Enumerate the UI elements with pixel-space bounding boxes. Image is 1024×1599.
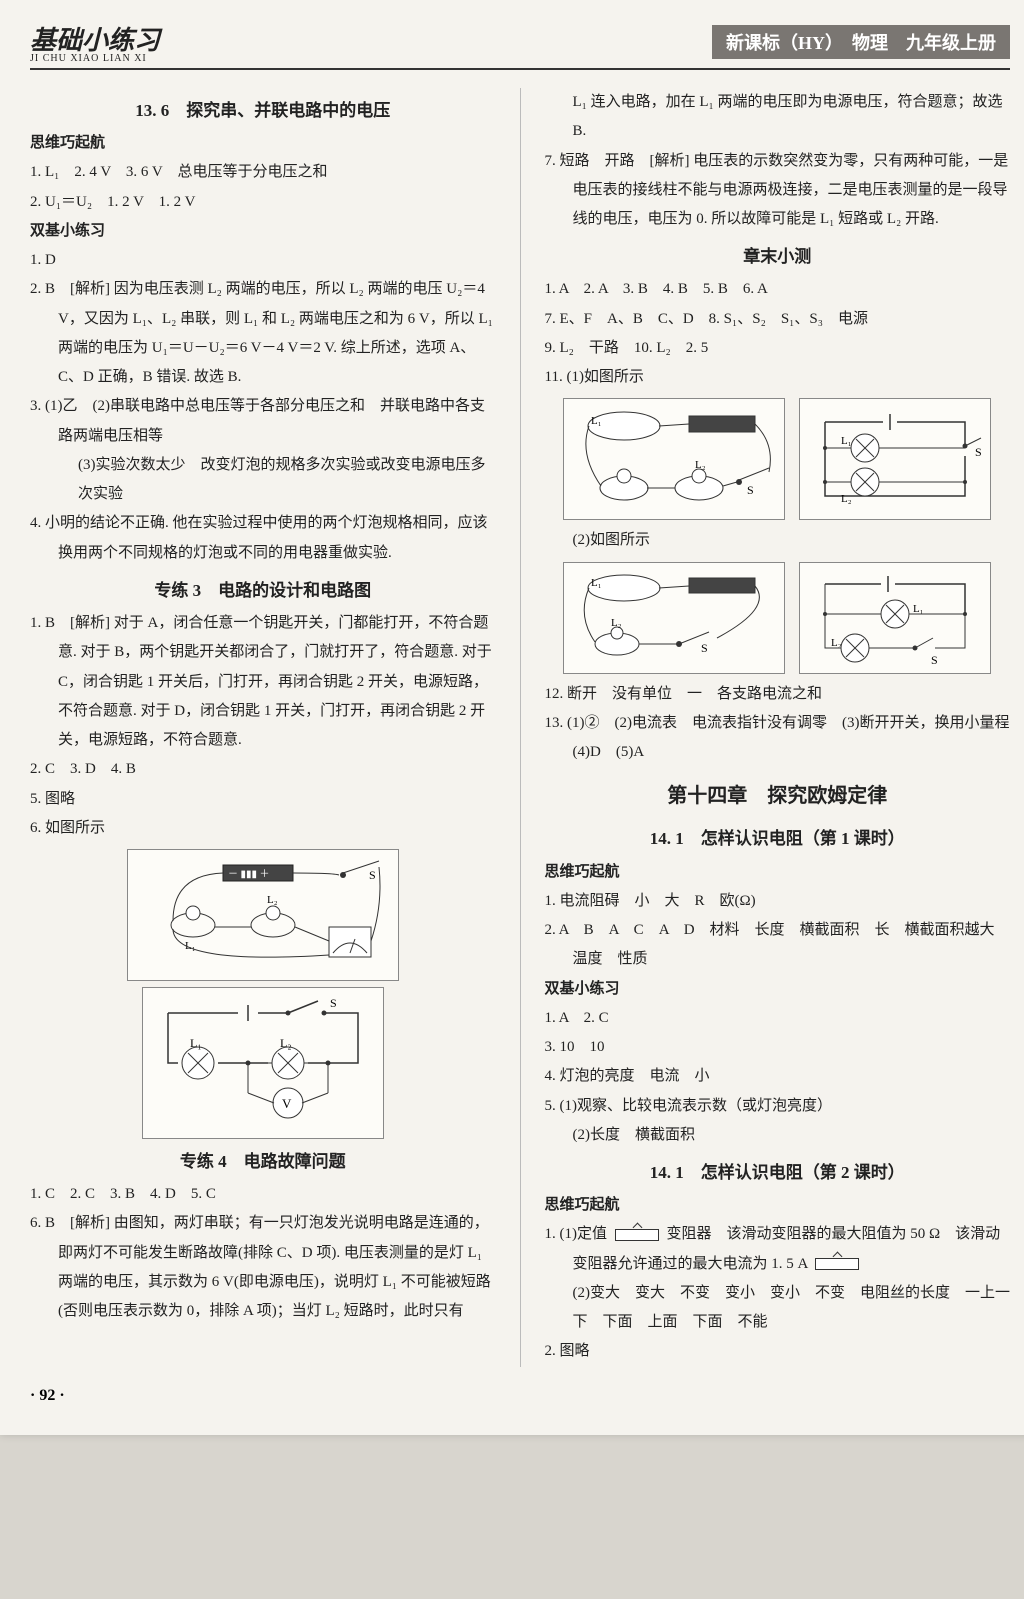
q11-2-schematic-svg: L₁ L₂ S (805, 568, 985, 668)
circuit-physical-diagram: － ▮▮▮ ＋ S L₁ L₂ (127, 849, 399, 981)
header-left: 基础小练习 JI CHU XIAO LIAN XI (30, 20, 160, 64)
svg-text:L₂: L₂ (831, 637, 842, 649)
chapter14-title: 第十四章 探究欧姆定律 (545, 777, 1011, 816)
section-14-1b-title: 14. 1 怎样认识电阻（第 2 课时） (545, 1156, 1011, 1189)
answer-line: 12. 断开 没有单位 一 各支路电流之和 (545, 680, 1011, 709)
answer-line: 1. A 2. A 3. B 4. B 5. B 6. A (545, 275, 1011, 304)
circuit-schematic-diagram: S L₁ L₂ V (142, 987, 384, 1139)
section-13-6-title: 13. 6 探究串、并联电路中的电压 (30, 94, 496, 127)
answer-line: 6. 如图所示 (30, 814, 496, 843)
answer-line: 1. D (30, 246, 496, 275)
answer-line: 5. (1)观察、比较电流表示数（或灯泡亮度） (545, 1092, 1011, 1121)
rheostat-symbol-icon (815, 1258, 859, 1270)
answer-line: 7. 短路 开路 [解析] 电压表的示数突然变为零，只有两种可能，一是电压表的接… (545, 147, 1011, 235)
answer-line: L₁ 连入电路，加在 L₁ 两端的电压即为电源电压，符合题意；故选 B. (545, 88, 1011, 147)
answer-line: 1. C 2. C 3. B 4. D 5. C (30, 1180, 496, 1209)
svg-text:L₂: L₂ (695, 459, 706, 471)
book-title: 基础小练习 (30, 26, 160, 55)
content-columns: 13. 6 探究串、并联电路中的电压 思维巧起航 1. L₁ 2. 4 V 3.… (30, 88, 1010, 1367)
svg-text:L₂: L₂ (267, 894, 278, 906)
svg-text:S: S (330, 996, 337, 1010)
svg-text:S: S (931, 653, 938, 667)
answer-line: 1. A 2. C (545, 1004, 1011, 1033)
q11-2-physical: L₁ L₂ S (563, 562, 785, 674)
column-divider (520, 88, 521, 1367)
answer-line: (2)如图所示 (545, 526, 1011, 555)
siwei-heading: 思维巧起航 (545, 858, 1011, 887)
answer-text: 1. (1)定值 (545, 1226, 611, 1242)
answer-line: 3. (1)乙 (2)串联电路中总电压等于各部分电压之和 并联电路中各支路两端电… (30, 392, 496, 451)
circuit-schematic-group: S L₁ L₂ V (30, 987, 496, 1139)
answer-line: 9. L₂ 干路 10. L₂ 2. 5 (545, 334, 1011, 363)
svg-text:L₁: L₁ (913, 603, 924, 615)
svg-text:L₂: L₂ (611, 617, 622, 629)
answer-line: (3)实验次数太少 改变灯泡的规格多次实验或改变电源电压多次实验 (30, 451, 496, 510)
answer-line: 1. B [解析] 对于 A，闭合任意一个钥匙开关，门都能打开，不符合题意. 对… (30, 609, 496, 755)
answer-line: 1. (1)定值 变阻器 该滑动变阻器的最大阻值为 50 Ω 该滑动变阻器允许通… (545, 1220, 1011, 1279)
svg-text:S: S (701, 641, 708, 655)
siwei-heading: 思维巧起航 (30, 129, 496, 158)
answer-line: 2. B [解析] 因为电压表测 L₂ 两端的电压，所以 L₂ 两端的电压 U₂… (30, 275, 496, 392)
page-header: 基础小练习 JI CHU XIAO LIAN XI 新课标（HY） 物理 九年级… (30, 20, 1010, 70)
zhangmo-title: 章末小测 (545, 240, 1011, 273)
q11-diagram-row: L₁ L₂ S (545, 398, 1011, 520)
siwei-heading: 思维巧起航 (545, 1191, 1011, 1220)
answer-line: 11. (1)如图所示 (545, 363, 1011, 392)
circuit-physical-svg: － ▮▮▮ ＋ S L₁ L₂ (133, 855, 393, 975)
header-right: 新课标（HY） 物理 九年级上册 (712, 25, 1010, 59)
svg-text:L₁: L₁ (591, 415, 602, 427)
svg-text:S: S (975, 445, 982, 459)
answer-line: 1. 电流阻碍 小 大 R 欧(Ω) (545, 887, 1011, 916)
book-title-pinyin: JI CHU XIAO LIAN XI (30, 53, 160, 64)
q11-1-svg: L₁ L₂ S (569, 404, 779, 514)
answer-line: (2)变大 变大 不变 变小 变小 不变 电阻丝的长度 一上一下 下面 上面 下… (545, 1279, 1011, 1338)
svg-text:S: S (747, 483, 754, 497)
shuangji-heading: 双基小练习 (30, 217, 496, 246)
svg-text:V: V (282, 1096, 292, 1111)
page-number: · 92 · (30, 1387, 1010, 1405)
answer-line: 13. (1)② (2)电流表 电流表指针没有调零 (3)断开开关，换用小量程 … (545, 709, 1011, 768)
answer-line: 2. 图略 (545, 1337, 1011, 1366)
answer-line: 6. B [解析] 由图知，两灯串联；有一只灯泡发光说明电路是连通的，即两灯不可… (30, 1209, 496, 1326)
svg-text:L₁: L₁ (591, 577, 602, 589)
q11-1-schematic: S L₁ L₂ (799, 398, 991, 520)
svg-text:L₂: L₂ (841, 493, 852, 505)
q11-1-physical: L₁ L₂ S (563, 398, 785, 520)
right-column: L₁ 连入电路，加在 L₁ 两端的电压即为电源电压，符合题意；故选 B. 7. … (545, 88, 1011, 1367)
q11-2-schematic: L₁ L₂ S (799, 562, 991, 674)
q11-2-diagram-row: L₁ L₂ S (545, 562, 1011, 674)
circuit-diagram-group: － ▮▮▮ ＋ S L₁ L₂ (30, 849, 496, 981)
answer-line: 2. C 3. D 4. B (30, 755, 496, 784)
svg-text:L₂: L₂ (280, 1036, 292, 1050)
shuangji-heading: 双基小练习 (545, 975, 1011, 1004)
svg-text:－ ▮▮▮ ＋: － ▮▮▮ ＋ (228, 869, 270, 880)
q11-1-schematic-svg: S L₁ L₂ (805, 404, 985, 514)
answer-line: 5. 图略 (30, 785, 496, 814)
answer-line: 2. A B A C A D 材料 长度 横截面积 长 横截面积越大 温度 性质 (545, 916, 1011, 975)
svg-text:L₁: L₁ (841, 435, 852, 447)
answer-line: 4. 灯泡的亮度 电流 小 (545, 1062, 1011, 1091)
section-14-1a-title: 14. 1 怎样认识电阻（第 1 课时） (545, 822, 1011, 855)
left-column: 13. 6 探究串、并联电路中的电压 思维巧起航 1. L₁ 2. 4 V 3.… (30, 88, 496, 1367)
answer-line: 2. U₁＝U₂ 1. 2 V 1. 2 V (30, 188, 496, 217)
answer-line: 4. 小明的结论不正确. 他在实验过程中使用的两个灯泡规格相同，应该换用两个不同… (30, 509, 496, 568)
svg-text:S: S (369, 868, 376, 882)
answer-line: 7. E、F A、B C、D 8. S₁、S₂ S₁、S₃ 电源 (545, 305, 1011, 334)
svg-text:L₁: L₁ (190, 1036, 202, 1050)
zhuanlian3-title: 专练 3 电路的设计和电路图 (30, 574, 496, 607)
resistor-symbol-icon (615, 1229, 659, 1241)
answer-line: (2)长度 横截面积 (545, 1121, 1011, 1150)
answer-line: 1. L₁ 2. 4 V 3. 6 V 总电压等于分电压之和 (30, 158, 496, 187)
zhuanlian4-title: 专练 4 电路故障问题 (30, 1145, 496, 1178)
circuit-schematic-svg: S L₁ L₂ V (148, 993, 378, 1133)
answer-line: 3. 10 10 (545, 1033, 1011, 1062)
page: 基础小练习 JI CHU XIAO LIAN XI 新课标（HY） 物理 九年级… (0, 0, 1024, 1435)
q11-2-svg: L₁ L₂ S (569, 568, 779, 668)
